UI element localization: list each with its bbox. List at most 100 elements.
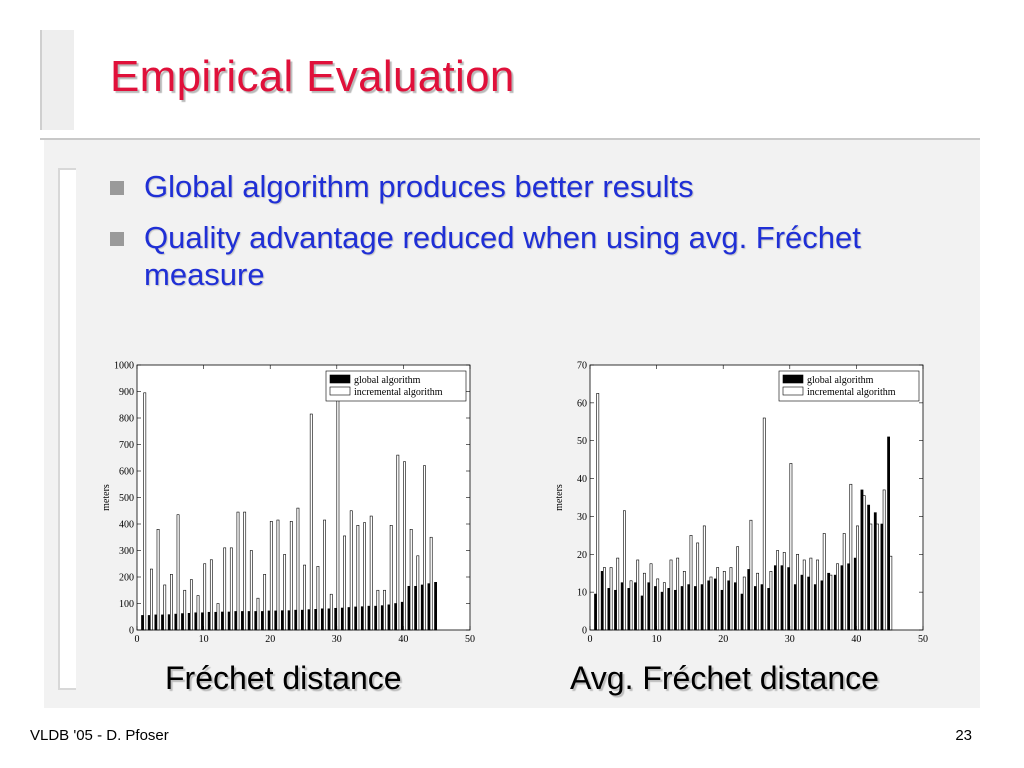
y-tick-label: 700	[119, 440, 134, 451]
y-tick-label: 400	[119, 520, 134, 531]
bar-incremental	[276, 519, 280, 631]
bar-global	[294, 609, 298, 631]
x-tick-label: 30	[332, 634, 342, 645]
legend-swatch-incremental	[329, 386, 351, 396]
bar-global	[807, 576, 811, 631]
bar-global	[367, 605, 371, 631]
bar-incremental	[616, 557, 620, 631]
bar-global	[167, 614, 171, 631]
bar-incremental	[256, 597, 260, 631]
bar-global	[887, 436, 891, 631]
bar-incremental	[609, 567, 613, 631]
bar-incremental	[742, 576, 746, 631]
y-tick-label: 70	[577, 361, 587, 372]
bar-global	[773, 565, 777, 631]
bar-global	[634, 582, 637, 631]
title-divider	[40, 138, 980, 140]
bar-global	[314, 609, 318, 631]
legend-swatch-global	[329, 374, 351, 384]
x-tick-label: 0	[135, 634, 140, 645]
bar-incremental	[849, 483, 853, 631]
bullet-list: Global algorithm produces better results…	[108, 168, 928, 307]
bar-incremental	[223, 547, 227, 631]
bar-incremental	[236, 511, 240, 631]
bar-incremental	[642, 572, 646, 631]
bar-incremental	[329, 593, 333, 631]
bar-global	[274, 610, 278, 631]
bar-global	[714, 578, 717, 631]
bar-incremental	[429, 536, 433, 631]
bar-incremental	[323, 519, 326, 631]
y-axis-label: meters	[101, 484, 112, 511]
x-tick-label: 10	[199, 634, 209, 645]
bar-global	[787, 567, 791, 631]
x-tick-label: 50	[465, 634, 475, 645]
bar-incremental	[396, 454, 400, 631]
bar-incremental	[822, 533, 826, 631]
slide-title: Empirical Evaluation	[110, 52, 515, 101]
bar-incremental	[263, 574, 267, 631]
bar-global	[287, 610, 291, 631]
bar-global	[320, 608, 324, 631]
bar-global	[241, 611, 244, 631]
bar-global	[700, 584, 704, 631]
y-tick-label: 60	[577, 398, 587, 409]
bar-global	[833, 574, 837, 631]
bar-global	[867, 504, 871, 631]
bar-global	[394, 603, 398, 631]
bar-global	[161, 614, 164, 631]
bar-global	[174, 613, 178, 631]
bar-incremental	[183, 589, 187, 631]
bar-global	[254, 611, 258, 631]
bar-global	[360, 606, 364, 631]
bar-incremental	[203, 563, 207, 631]
bar-incremental	[623, 510, 626, 631]
bar-global	[307, 609, 311, 631]
bar-global	[640, 595, 644, 631]
bar-global	[747, 569, 751, 631]
y-tick-label: 20	[577, 550, 587, 561]
bar-incremental	[802, 559, 806, 631]
legend-label: incremental algorithm	[354, 387, 443, 398]
bar-global	[247, 611, 251, 631]
title-accent-bar	[40, 30, 74, 130]
footer-author: VLDB '05 - D. Pfoser	[30, 727, 169, 744]
y-tick-label: 800	[119, 414, 134, 425]
bar-global	[607, 588, 611, 631]
bar-global	[221, 611, 224, 631]
bar-incremental	[769, 571, 773, 631]
bar-incremental	[216, 603, 220, 631]
bar-global	[327, 608, 331, 631]
bar-incremental	[829, 574, 833, 631]
bar-incremental	[156, 529, 160, 631]
legend-swatch-global	[782, 374, 804, 384]
bar-incremental	[889, 555, 893, 631]
bar-incremental	[343, 535, 346, 631]
axes-frame	[589, 364, 924, 631]
bar-global	[727, 580, 731, 631]
x-tick-label: 30	[785, 634, 795, 645]
bar-incremental	[303, 564, 307, 631]
bar-global	[847, 563, 851, 631]
bar-incremental	[603, 567, 606, 631]
y-tick-label: 0	[129, 626, 134, 637]
bar-global	[201, 612, 204, 631]
bar-incremental	[836, 563, 839, 631]
bar-global	[647, 582, 651, 631]
bar-global	[687, 584, 691, 631]
bar-incremental	[269, 521, 273, 631]
bar-global	[207, 611, 211, 631]
bar-global	[734, 582, 737, 631]
y-tick-label: 500	[119, 493, 134, 504]
bar-global	[614, 589, 617, 631]
y-tick-label: 200	[119, 573, 134, 584]
bar-incremental	[376, 589, 380, 631]
bar-incremental	[662, 582, 666, 631]
bar-global	[340, 607, 344, 631]
bar-global	[354, 606, 358, 631]
bar-incremental	[309, 413, 313, 631]
bar-global	[347, 607, 351, 631]
bar-incremental	[796, 553, 799, 631]
bar-global	[660, 591, 664, 631]
bar-global	[301, 609, 304, 631]
